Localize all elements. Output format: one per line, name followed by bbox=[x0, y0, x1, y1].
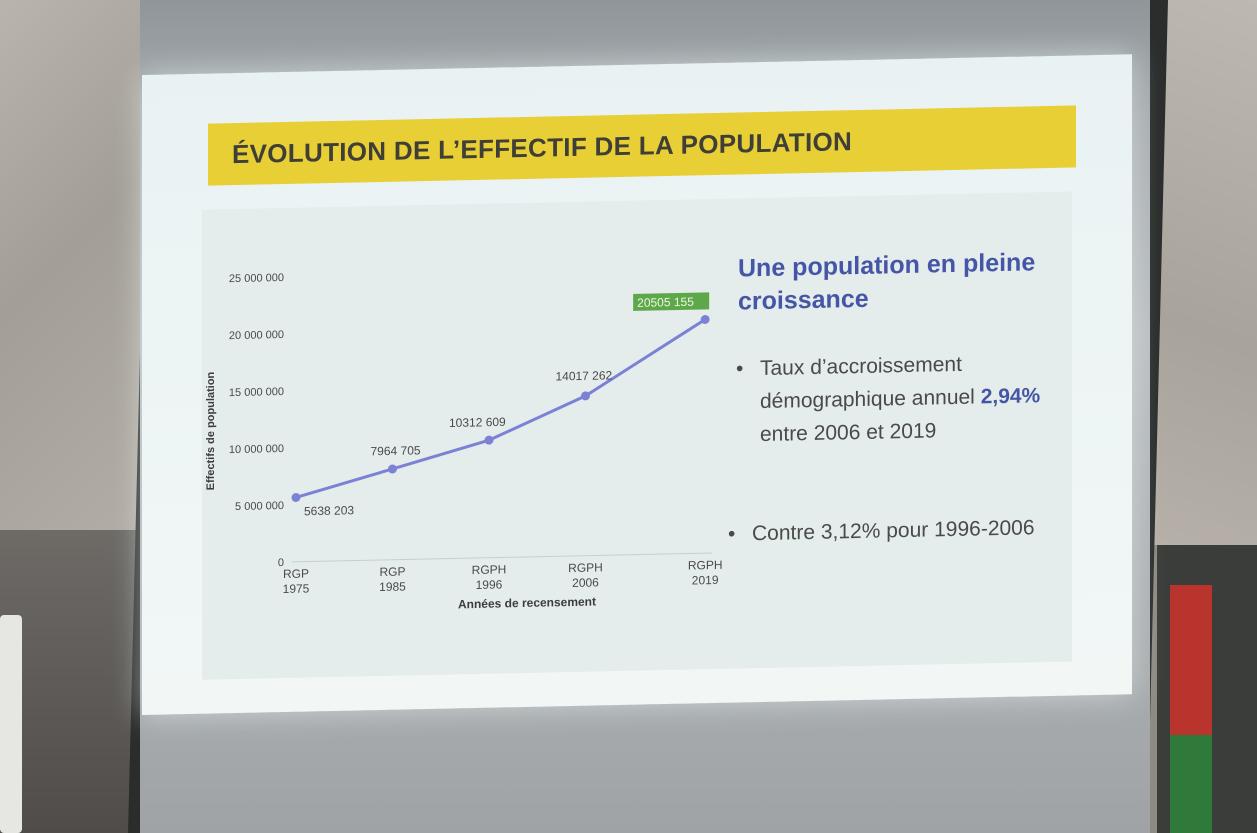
y-tick-label: 25 000 000 bbox=[229, 272, 284, 285]
white-panel bbox=[0, 615, 22, 833]
y-tick-label: 20 000 000 bbox=[229, 329, 284, 342]
x-axis-line bbox=[292, 552, 712, 563]
y-tick-label: 15 000 000 bbox=[229, 386, 284, 399]
bullet-comparison-text: Contre 3,12% pour 1996-2006 bbox=[752, 516, 1035, 546]
data-label: 10312 609 bbox=[449, 415, 506, 430]
bullet-growth-rest: entre 2006 et 2019 bbox=[760, 419, 937, 447]
x-tick-label: RGPH bbox=[472, 562, 507, 577]
bullet-growth-highlight: 2,94% bbox=[980, 384, 1041, 409]
x-tick-label: 1985 bbox=[379, 579, 406, 594]
data-label: 5638 203 bbox=[304, 503, 354, 518]
data-point-marker bbox=[700, 314, 710, 324]
x-tick-label: RGPH bbox=[568, 560, 603, 575]
population-series-line bbox=[295, 318, 706, 499]
wall-left bbox=[0, 0, 160, 540]
data-point-marker bbox=[484, 435, 494, 445]
slide-headline: Une population en pleine croissance bbox=[738, 248, 1036, 316]
x-tick-label: 1996 bbox=[476, 577, 503, 592]
projected-slide: ÉVOLUTION DE L’EFFECTIF DE LA POPULATION… bbox=[142, 54, 1132, 716]
x-tick-label: 2019 bbox=[692, 573, 719, 588]
flag-red-stripe bbox=[1170, 585, 1212, 735]
x-tick-label: RGP bbox=[379, 564, 405, 579]
bullet-comparison: • Contre 3,12% pour 1996-2006 bbox=[728, 511, 1052, 550]
y-axis-label: Effectifs de population bbox=[205, 371, 217, 490]
population-line-chart: 0 5 000 000 10 000 000 15 000 000 20 000 000… bbox=[205, 272, 723, 611]
room-lower-left bbox=[0, 530, 140, 833]
bullet-growth-text: Taux d’accroissement démographique annue… bbox=[760, 352, 975, 414]
data-label-highlight-box bbox=[633, 292, 710, 311]
bullet-dot: • bbox=[736, 357, 744, 381]
data-point-marker bbox=[388, 464, 397, 474]
y-tick-label: 10 000 000 bbox=[229, 443, 284, 456]
data-label: 14017 262 bbox=[556, 368, 613, 383]
x-tick-label: 2006 bbox=[572, 575, 599, 590]
x-tick-label: RGPH bbox=[688, 558, 723, 573]
bullet-dot: • bbox=[728, 522, 736, 546]
y-tick-label: 5 000 000 bbox=[235, 500, 284, 513]
x-axis-label: Années de recensement bbox=[458, 594, 596, 611]
data-label: 7964 705 bbox=[371, 443, 421, 458]
flag-green-stripe bbox=[1170, 735, 1212, 833]
data-point-marker bbox=[581, 391, 590, 401]
data-label: 20505 155 bbox=[637, 295, 694, 310]
x-tick-label: RGP bbox=[283, 567, 309, 582]
bullet-growth-rate: • Taux d’accroissement démographique ann… bbox=[736, 346, 1060, 451]
x-tick-label: 1975 bbox=[283, 581, 310, 596]
y-tick-label: 0 bbox=[278, 557, 284, 569]
data-point-marker bbox=[291, 492, 301, 502]
